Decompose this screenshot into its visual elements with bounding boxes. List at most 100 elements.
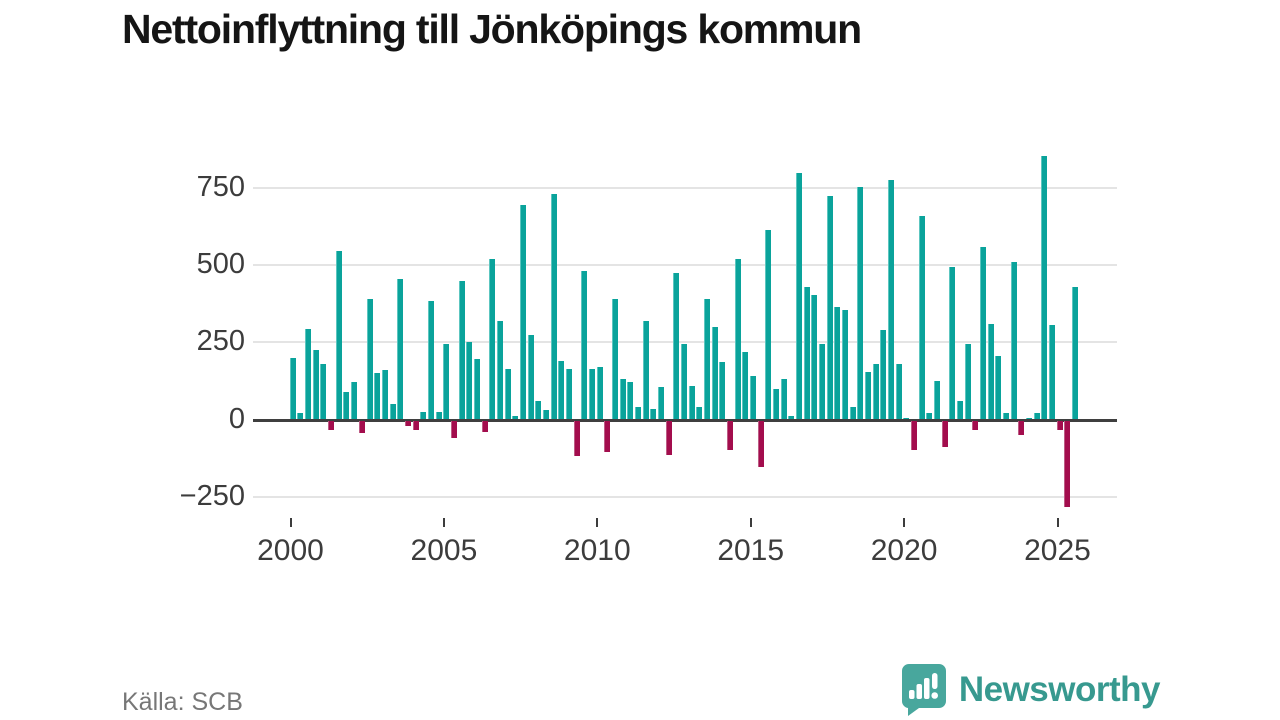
bar xyxy=(849,407,856,420)
bar xyxy=(788,416,795,420)
bar xyxy=(634,407,641,420)
bar xyxy=(611,299,618,420)
bar xyxy=(642,320,649,420)
bar xyxy=(895,363,902,420)
bar xyxy=(726,421,733,451)
bar xyxy=(1010,262,1017,420)
bar xyxy=(481,421,488,432)
bar xyxy=(305,328,312,420)
x-axis-tick-label: 2020 xyxy=(870,534,938,567)
bar xyxy=(719,362,726,420)
bar xyxy=(903,417,910,420)
bar xyxy=(504,368,511,420)
bar xyxy=(980,246,987,420)
bar xyxy=(880,330,887,420)
bar xyxy=(949,266,956,420)
y-axis-tick-label: −250 xyxy=(179,479,245,512)
bar xyxy=(627,382,634,420)
bar xyxy=(688,385,695,420)
bar xyxy=(519,205,526,420)
bar xyxy=(297,413,304,420)
bar xyxy=(542,410,549,420)
x-axis-tick-label: 2015 xyxy=(717,534,785,567)
x-axis-tick-mark xyxy=(596,518,599,527)
bar xyxy=(657,387,664,420)
bar xyxy=(1056,421,1063,431)
x-axis-tick-mark xyxy=(1056,518,1059,527)
x-axis-tick-mark xyxy=(289,518,292,527)
bar xyxy=(711,326,718,420)
x-axis-tick-mark xyxy=(442,518,445,527)
x-axis-tick-mark xyxy=(903,518,906,527)
bar xyxy=(834,306,841,420)
bar xyxy=(496,320,503,420)
bar xyxy=(404,421,411,426)
bar xyxy=(773,388,779,420)
bar xyxy=(742,351,749,420)
bar xyxy=(381,370,388,420)
bar xyxy=(872,363,879,420)
x-axis-tick-label: 2025 xyxy=(1024,534,1091,567)
bar xyxy=(588,368,595,420)
bar xyxy=(550,194,557,420)
y-axis-tick-label: 0 xyxy=(228,402,245,435)
bar xyxy=(780,379,787,420)
bar xyxy=(335,251,342,420)
y-axis-tick-label: 250 xyxy=(196,325,245,358)
bar xyxy=(573,421,580,457)
bar xyxy=(374,373,381,420)
bar xyxy=(420,411,427,420)
bar xyxy=(558,360,565,420)
bar xyxy=(941,421,948,448)
bar xyxy=(412,421,419,431)
bar xyxy=(604,421,611,452)
bar xyxy=(351,382,358,420)
bar xyxy=(957,400,964,420)
bar xyxy=(1064,421,1071,508)
bar xyxy=(987,323,994,420)
bar xyxy=(312,350,319,420)
bar xyxy=(650,408,657,420)
bar xyxy=(581,271,588,420)
bar xyxy=(289,357,296,420)
bar xyxy=(458,280,465,420)
bar xyxy=(466,342,473,420)
chart-title: Nettoinflyttning till Jönköpings kommun xyxy=(122,6,862,52)
bar xyxy=(926,413,933,420)
bar xyxy=(320,363,327,420)
bar xyxy=(995,356,1002,420)
bar xyxy=(619,379,626,420)
bar xyxy=(450,421,457,438)
source-note: Källa: SCB xyxy=(122,688,243,716)
bar xyxy=(435,411,442,420)
bar xyxy=(696,407,703,420)
bar xyxy=(1033,413,1040,420)
bar xyxy=(535,400,542,420)
gridline xyxy=(253,264,1117,267)
bar xyxy=(842,310,849,420)
bar xyxy=(819,343,826,420)
bar xyxy=(389,404,396,420)
bar xyxy=(757,421,764,468)
y-axis-tick-label: 500 xyxy=(196,248,245,281)
bar xyxy=(796,172,803,420)
bar xyxy=(918,215,925,420)
x-axis-tick-label: 2010 xyxy=(563,534,631,567)
bar xyxy=(911,421,918,451)
bar xyxy=(888,180,895,420)
y-axis-tick-label: 750 xyxy=(196,171,245,204)
bar xyxy=(1026,417,1033,420)
x-axis-tick-label: 2005 xyxy=(410,534,478,567)
gridline xyxy=(253,187,1117,190)
zero-baseline xyxy=(253,418,1117,422)
bar xyxy=(811,294,818,420)
bar xyxy=(680,343,687,420)
bar xyxy=(596,367,603,420)
bar xyxy=(826,195,833,420)
bar xyxy=(673,273,680,420)
bar xyxy=(489,259,496,420)
bar xyxy=(803,286,810,420)
bar xyxy=(964,343,971,420)
bar xyxy=(527,334,534,420)
brand-logo: Newsworthy xyxy=(899,663,1161,717)
